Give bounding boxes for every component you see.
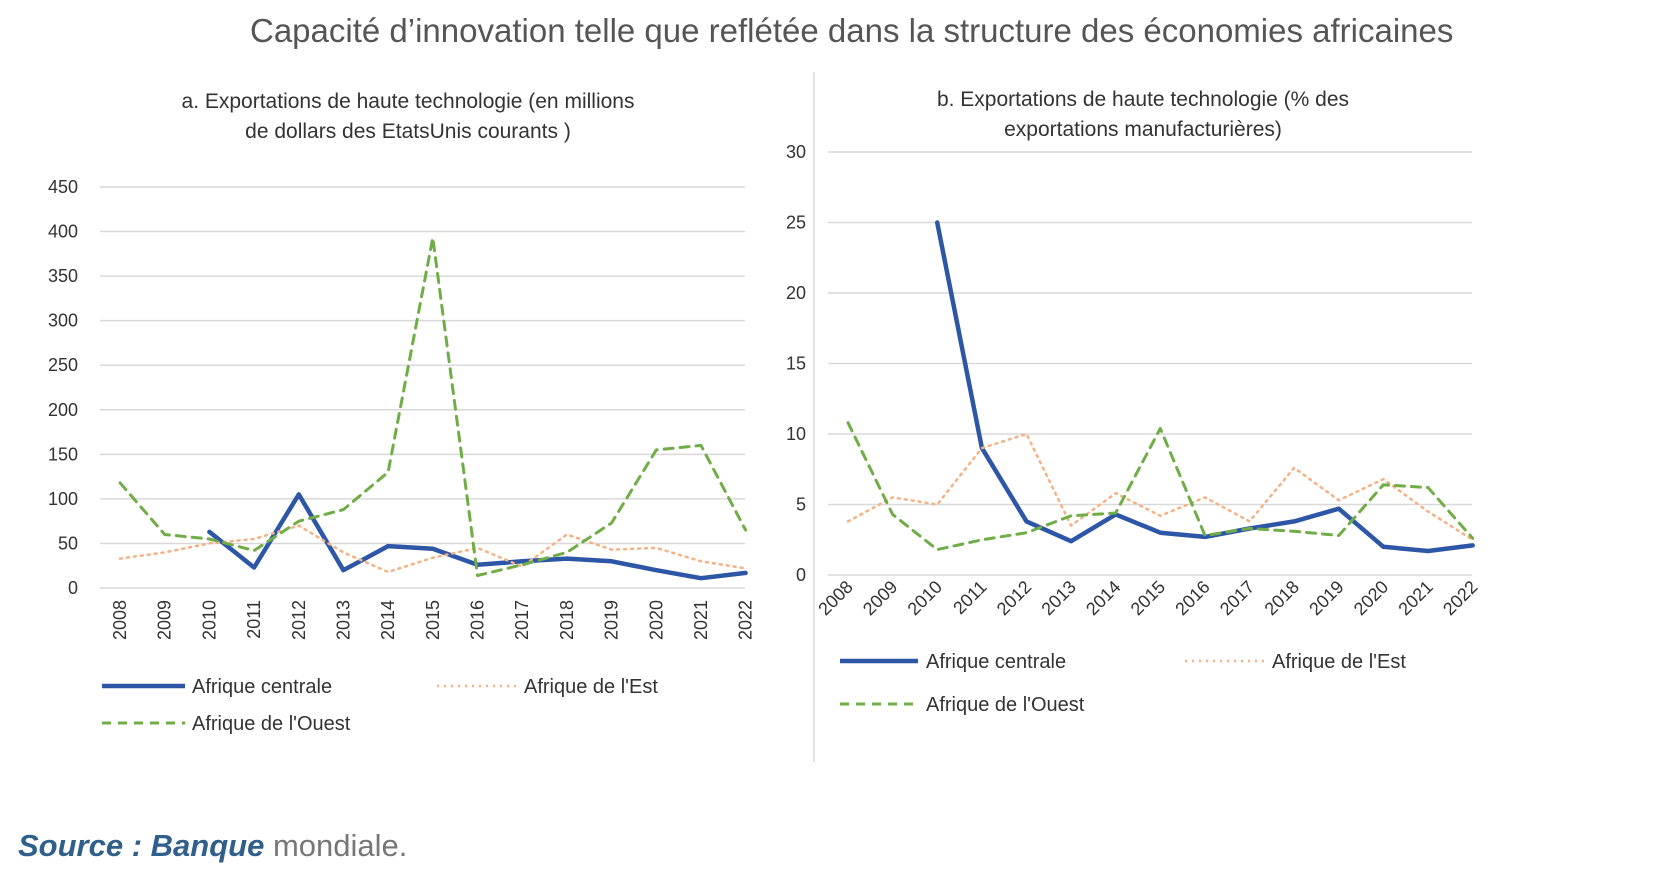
chart-b-x-tick-2015: 2015 — [1127, 577, 1169, 619]
chart-b-x-tick-2018: 2018 — [1261, 577, 1303, 619]
chart-a-x-tick-2011: 2011 — [244, 600, 264, 639]
chart-b-legend-label-afrique-est: Afrique de l'Est — [1272, 651, 1406, 673]
chart-b-x-tick-2010: 2010 — [904, 577, 946, 619]
chart-a-y-tick-400: 400 — [48, 222, 78, 242]
chart-b-legend-label-afrique-centrale: Afrique centrale — [926, 651, 1066, 673]
source-prefix: Source : — [18, 828, 143, 863]
chart-b-x-tick-2013: 2013 — [1037, 577, 1079, 619]
chart-b-y-tick-5: 5 — [796, 495, 806, 515]
chart-b-x-tick-2022: 2022 — [1439, 577, 1481, 619]
chart-b-x-tick-2008: 2008 — [814, 577, 856, 619]
chart-b-x-tick-2011: 2011 — [949, 577, 991, 619]
chart-b-x-tick-2021: 2021 — [1394, 577, 1436, 619]
chart-a-x-tick-2010: 2010 — [199, 600, 219, 640]
chart-a-legend-label-afrique-ouest: Afrique de l'Ouest — [192, 713, 351, 735]
chart-a-x-tick-2014: 2014 — [378, 600, 398, 640]
chart-a-y-tick-100: 100 — [48, 489, 78, 509]
chart-a-x-tick-2022: 2022 — [736, 600, 756, 640]
chart-b-y-tick-0: 0 — [796, 565, 806, 585]
chart-b-y-tick-20: 20 — [786, 283, 806, 303]
chart-a-x-tick-2016: 2016 — [468, 600, 488, 640]
chart-a-x-tick-2020: 2020 — [646, 600, 666, 640]
chart-a-x-tick-2012: 2012 — [289, 600, 309, 640]
chart-a-y-tick-150: 150 — [48, 444, 78, 464]
chart-a-y-tick-200: 200 — [48, 400, 78, 420]
chart-b-series-afrique-ouest — [846, 421, 1475, 552]
source-rest: mondiale. — [264, 828, 408, 863]
chart-b-x-tick-2009: 2009 — [859, 577, 901, 619]
chart-b-x-tick-2020: 2020 — [1350, 577, 1392, 619]
chart-a-x-tick-2013: 2013 — [333, 600, 353, 640]
chart-a-y-tick-350: 350 — [48, 266, 78, 286]
chart-b-y-tick-30: 30 — [786, 142, 806, 162]
chart-b-x-tick-2019: 2019 — [1305, 577, 1347, 619]
chart-divider — [813, 72, 815, 762]
source-note: Source : Banque mondiale. — [18, 828, 407, 864]
chart-b-y-tick-10: 10 — [786, 424, 806, 444]
chart-b-title-line-1: b. Exportations de haute technologie (% … — [937, 88, 1349, 111]
chart-a-title-line-2: de dollars des EtatsUnis courants ) — [245, 120, 571, 143]
chart-a-x-tick-2019: 2019 — [602, 600, 622, 640]
chart-a-y-tick-300: 300 — [48, 311, 78, 331]
chart-b-y-tick-25: 25 — [786, 213, 806, 233]
chart-a-x-tick-2009: 2009 — [155, 600, 175, 640]
chart-b-series-afrique-est — [846, 432, 1474, 542]
chart-a: a. Exportations de haute technologie (en… — [48, 90, 756, 735]
chart-b: b. Exportations de haute technologie (% … — [786, 88, 1482, 716]
chart-b-legend-label-afrique-ouest: Afrique de l'Ouest — [926, 694, 1085, 716]
chart-b-x-tick-2017: 2017 — [1216, 577, 1258, 619]
chart-a-legend-label-afrique-est: Afrique de l'Est — [524, 676, 658, 698]
chart-a-x-tick-2017: 2017 — [512, 600, 532, 640]
chart-a-x-tick-2015: 2015 — [423, 600, 443, 640]
chart-a-legend-label-afrique-centrale: Afrique centrale — [192, 676, 332, 698]
chart-b-x-tick-2014: 2014 — [1082, 577, 1124, 619]
page-title: Capacité d’innovation telle que reflétée… — [250, 12, 1454, 49]
chart-a-x-tick-2008: 2008 — [110, 600, 130, 640]
chart-a-x-tick-2018: 2018 — [557, 600, 577, 640]
chart-b-y-tick-15: 15 — [786, 354, 806, 374]
chart-a-y-tick-50: 50 — [58, 533, 78, 553]
chart-a-y-tick-250: 250 — [48, 355, 78, 375]
source-org: Banque — [150, 828, 265, 863]
chart-b-title-line-2: exportations manufacturières) — [1004, 118, 1282, 141]
chart-a-x-tick-2021: 2021 — [691, 600, 711, 640]
chart-b-x-tick-2016: 2016 — [1171, 577, 1213, 619]
chart-b-series-afrique-centrale — [934, 220, 1475, 554]
chart-a-y-tick-450: 450 — [48, 177, 78, 197]
chart-a-title-line-1: a. Exportations de haute technologie (en… — [182, 90, 635, 113]
chart-a-series-afrique-ouest — [118, 236, 748, 577]
chart-b-x-tick-2012: 2012 — [993, 577, 1035, 619]
chart-a-y-tick-0: 0 — [68, 578, 78, 598]
